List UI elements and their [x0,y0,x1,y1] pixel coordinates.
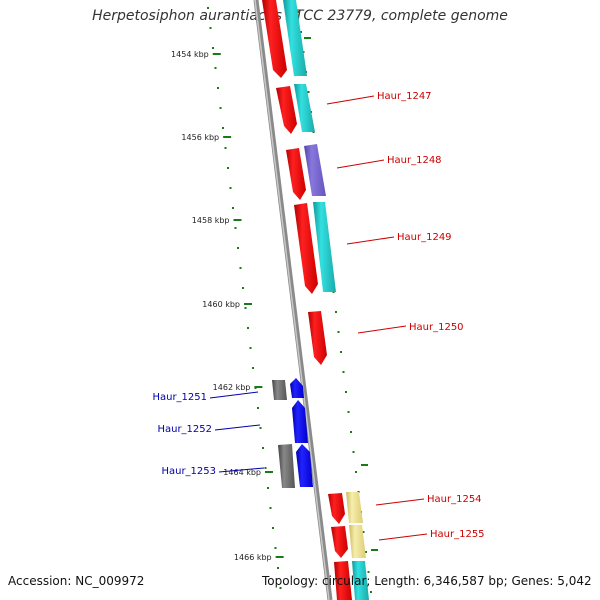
gene-feature[interactable] [283,0,307,76]
gene-label-leader [214,424,261,431]
gene-label-haur-1255[interactable]: Haur_1255 [430,529,485,540]
gene-label-leader [209,391,259,399]
gene-label-haur-1249[interactable]: Haur_1249 [397,232,452,243]
gene-feature[interactable] [278,444,295,488]
gene-feature[interactable] [349,525,366,558]
gene-feature[interactable] [294,84,315,132]
gene-feature[interactable] [262,0,287,78]
ruler-tick-label: 1460 kbp [202,300,240,309]
map-title: Herpetosiphon aurantiacus ATCC 23779, co… [92,8,508,24]
ruler: 1454 kbp 1456 kbp 1458 kbp 1460 kbp 1462 kbp… [171,7,284,589]
ruler-tick-label: 1456 kbp [181,133,219,142]
gene-feature[interactable] [331,526,348,558]
gene-feature[interactable] [272,380,287,400]
gene-feature[interactable] [294,203,318,294]
gene-features [262,0,369,600]
gene-label-haur-1251[interactable]: Haur_1251 [152,392,207,403]
gene-label-leader [375,498,425,506]
gene-feature[interactable] [328,493,345,524]
gene-label-haur-1250[interactable]: Haur_1250 [409,322,464,333]
ruler-tick-label: 1458 kbp [192,216,230,225]
gene-label-haur-1247[interactable]: Haur_1247 [377,91,432,102]
gene-label-leader [218,467,265,473]
gene-label-haur-1252[interactable]: Haur_1252 [157,424,212,435]
gene-feature[interactable] [352,561,369,600]
genome-backbone-highlight [254,0,330,600]
gene-feature[interactable] [334,561,352,600]
gene-feature[interactable] [276,86,297,134]
ruler-tick-label: 1464 kbp [223,468,261,477]
gene-labels: Haur_1247 Haur_1248 Haur_1249 Haur_1250 Haur… [152,91,485,541]
ruler-tick-label: 1466 kbp [234,553,272,562]
gene-feature[interactable] [286,148,306,200]
ruler-tick-label: 1454 kbp [171,50,209,59]
gene-feature[interactable] [313,202,336,292]
genome-backbone [253,0,333,600]
gene-label-leader [378,533,428,541]
gene-label-haur-1253[interactable]: Haur_1253 [161,466,216,477]
gene-feature[interactable] [346,492,363,523]
gene-label-haur-1254[interactable]: Haur_1254 [427,494,482,505]
gene-feature[interactable] [290,378,304,398]
gene-label-leader [336,159,385,169]
gene-label-leader [357,325,407,334]
gene-feature[interactable] [304,144,326,196]
gene-label-leader [326,95,375,105]
accession-text: Accession: NC_009972 [8,574,145,588]
genome-summary-text: Topology: circular; Length: 6,346,587 bp… [262,574,592,588]
gene-feature[interactable] [292,400,308,443]
gene-feature[interactable] [308,311,327,365]
gene-label-leader [346,236,395,245]
gene-label-haur-1248[interactable]: Haur_1248 [387,155,442,166]
ruler-tick-label: 1462 kbp [213,383,251,392]
gene-feature[interactable] [296,444,313,487]
